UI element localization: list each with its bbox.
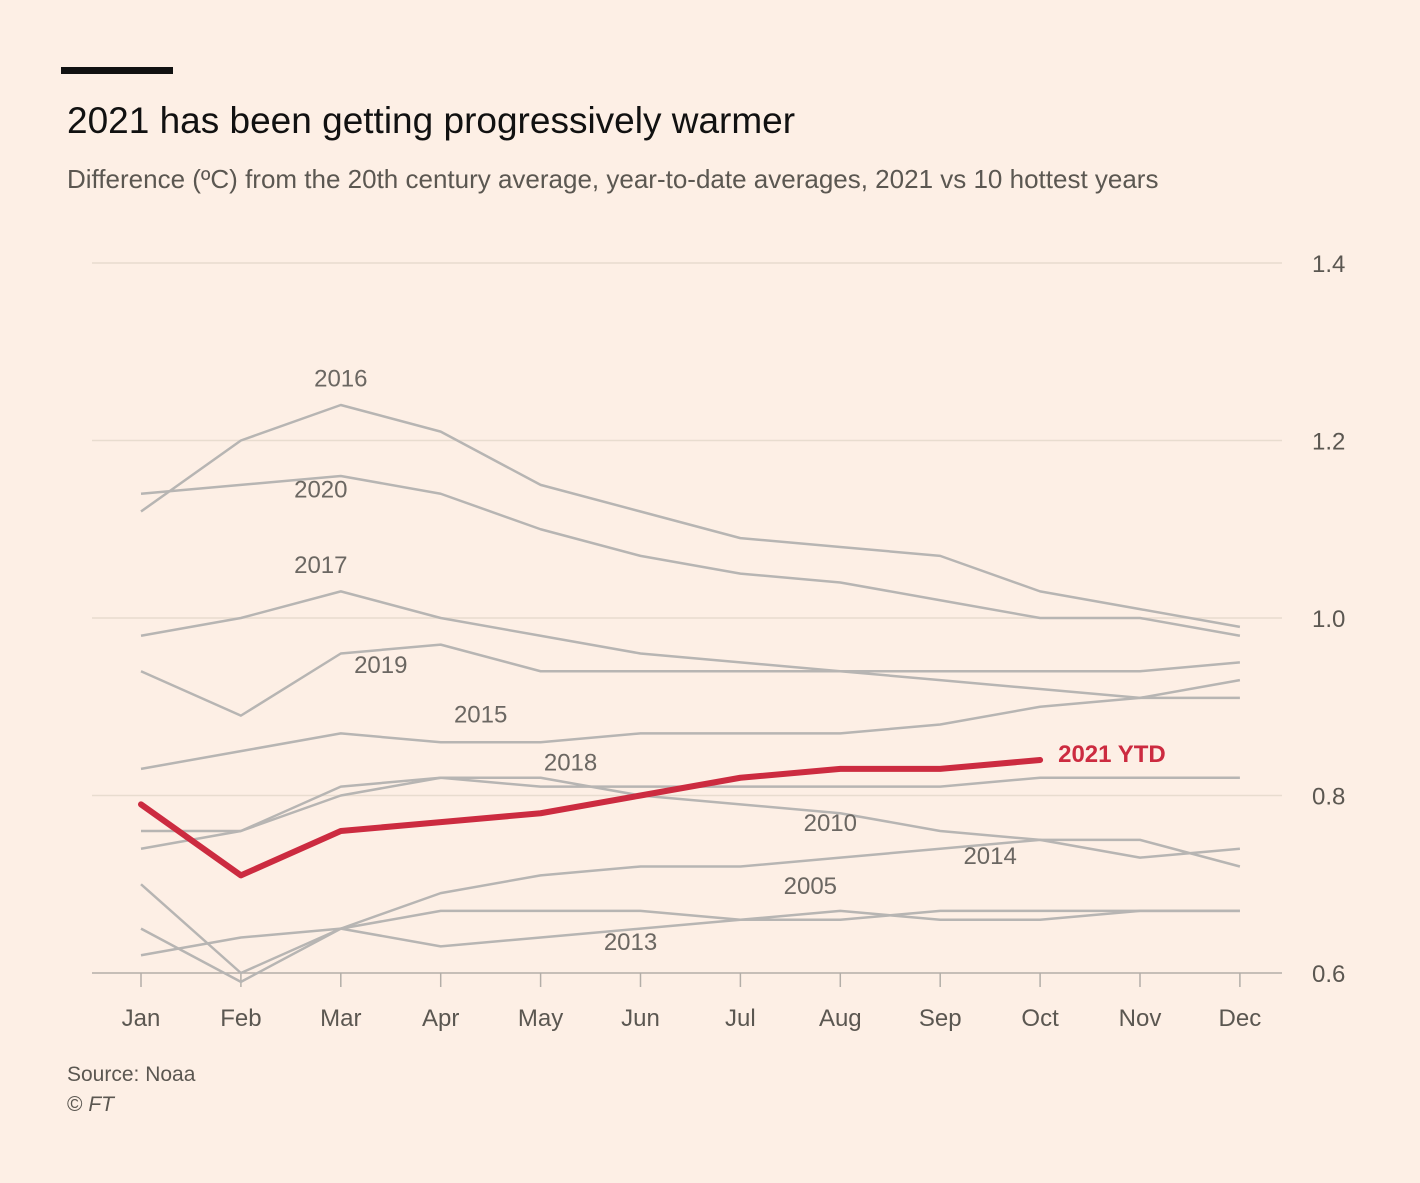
header-rule: [61, 67, 173, 74]
x-tick-label: Jun: [621, 1005, 660, 1032]
x-tick-label: Oct: [1021, 1005, 1059, 1032]
y-tick-label: 1.4: [1312, 251, 1345, 278]
series-label-2017: 2017: [294, 552, 347, 579]
series-line-2013: [140, 838, 1241, 984]
x-tick-label: Jan: [122, 1005, 161, 1032]
series-label-2016: 2016: [314, 365, 367, 392]
chart-title: 2021 has been getting progressively warm…: [67, 100, 796, 141]
series-label-2019: 2019: [354, 652, 407, 679]
series-line-2015: [140, 678, 1241, 771]
highlight-series: 2021 YTD: [138, 741, 1166, 879]
series-line-2010: [140, 776, 1241, 859]
y-axis: 0.6 0.8 1.0 1.2 1.4: [1312, 251, 1345, 988]
series-label-2020: 2020: [294, 476, 347, 503]
series-label-2013: 2013: [604, 929, 657, 956]
x-tick-label: Mar: [320, 1005, 361, 1032]
x-tick-label: Jul: [725, 1005, 756, 1032]
series-line-2014: [140, 909, 1240, 957]
x-tick-label: May: [518, 1005, 563, 1032]
highlight-label: 2021 YTD: [1058, 741, 1166, 768]
y-tick-label: 1.2: [1312, 429, 1345, 456]
x-tick-label: Aug: [819, 1005, 862, 1032]
series-label-2018: 2018: [544, 750, 597, 777]
copyright-symbol: ©: [67, 1093, 83, 1116]
copyright-brand: FT: [88, 1093, 114, 1116]
x-axis: Jan Feb Mar Apr May Jun Jul Aug Sep Oct Nov Dec: [122, 973, 1262, 1032]
series-line-2005: [140, 883, 1240, 975]
y-tick-label: 0.6: [1312, 961, 1345, 988]
x-tick-label: Apr: [422, 1005, 459, 1032]
series-label-2014: 2014: [963, 843, 1016, 870]
copyright-note: © FT: [67, 1093, 114, 1117]
highlight-line: [138, 757, 1044, 879]
series-label-2015: 2015: [454, 702, 507, 729]
series-line-2016: [140, 403, 1241, 629]
x-tick-label: Sep: [919, 1005, 962, 1032]
grey-series-labels: 2016 2020 2017 2019 2015 2018 2010 2014 2005 2013: [294, 365, 1017, 956]
series-line-2020: [140, 474, 1241, 637]
series-label-2005: 2005: [784, 873, 837, 900]
series-label-2010: 2010: [804, 810, 857, 837]
series-line-2017: [140, 590, 1240, 700]
y-tick-label: 0.8: [1312, 784, 1345, 811]
chart-subtitle: Difference (ºC) from the 20th century av…: [67, 164, 1159, 194]
x-tick-label: Nov: [1119, 1005, 1162, 1032]
x-tick-label: Feb: [220, 1005, 261, 1032]
series-line-2019: [140, 643, 1241, 717]
x-tick-label: Dec: [1219, 1005, 1262, 1032]
y-tick-label: 1.0: [1312, 606, 1345, 633]
source-note: Source: Noaa: [67, 1063, 196, 1086]
